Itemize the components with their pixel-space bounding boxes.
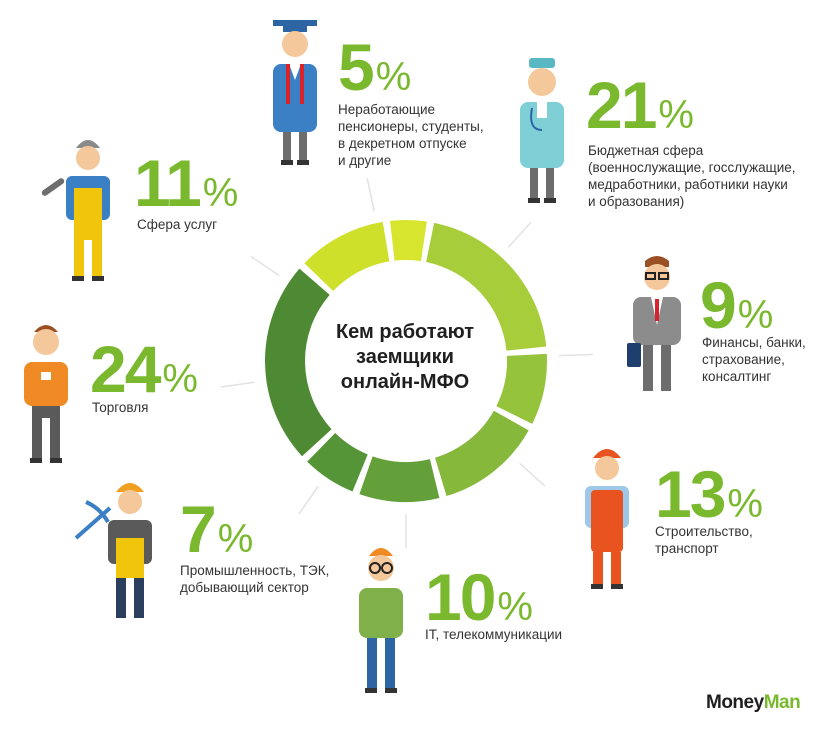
slice-label-2: Финансы, банки, страхование, консалтинг <box>702 335 806 384</box>
percent-sign: % <box>375 55 412 99</box>
slice-label-3: Строительство, транспорт <box>655 524 753 556</box>
donut-slice-8 <box>390 220 427 262</box>
donut-slice-4 <box>359 456 440 502</box>
miner-icon <box>74 483 152 618</box>
connector-line-5 <box>298 485 319 515</box>
donut-slice-7 <box>304 221 390 291</box>
donut-slice-2 <box>496 353 547 424</box>
slice-value-7: 11% <box>134 150 238 216</box>
percent-sign: % <box>658 93 694 137</box>
slice-value-number: 11 <box>134 146 202 220</box>
slice-value-number: 9 <box>700 268 737 342</box>
repairman-icon <box>41 140 110 281</box>
donut-slices <box>265 220 547 502</box>
percent-sign: % <box>497 585 533 629</box>
connector-line-6 <box>220 381 255 388</box>
slice-value-number: 13 <box>655 457 726 531</box>
slice-value-number: 24 <box>90 332 161 406</box>
slice-label-4: IT, телекоммуникации <box>425 627 563 642</box>
slice-value-number: 5 <box>338 30 375 104</box>
connector-line-1 <box>507 221 532 248</box>
graduate-icon <box>273 20 317 165</box>
donut-slice-6 <box>265 268 332 457</box>
doctor-icon <box>520 58 564 203</box>
chart-title: Кем работают заемщики онлайн-МФО <box>335 321 475 393</box>
slice-value-2: 9% <box>700 272 773 338</box>
percent-sign: % <box>727 482 763 526</box>
donut-slice-5 <box>307 433 368 492</box>
slice-label-7: Сфера услуг <box>137 217 218 232</box>
slice-label-6: Торговля <box>92 400 149 415</box>
slice-value-4: 10% <box>425 564 533 630</box>
percent-sign: % <box>202 171 239 215</box>
percent-sign: % <box>217 517 254 561</box>
connector-line-7 <box>250 255 280 277</box>
slice-value-8: 5% <box>338 34 411 100</box>
brand-part-1: Money <box>706 692 764 713</box>
slice-label-5: Промышленность, ТЭК, добывающий сектор <box>180 563 330 595</box>
it-worker-icon <box>359 548 403 693</box>
slice-label-1: Бюджетная сфера (военнослужащие, госслуж… <box>588 143 796 209</box>
slice-value-3: 13% <box>655 461 763 527</box>
slice-value-number: 7 <box>180 492 217 566</box>
connector-line-2 <box>558 353 593 357</box>
slice-label-8: Неработающие пенсионеры, студенты, в дек… <box>338 102 484 168</box>
slice-value-6: 24% <box>90 336 198 402</box>
percent-sign: % <box>737 293 774 337</box>
slice-value-number: 21 <box>586 68 657 142</box>
connector-line-8 <box>366 177 375 212</box>
slice-value-number: 10 <box>425 560 496 634</box>
businessman-icon <box>627 256 681 391</box>
construction-worker-icon <box>585 449 629 589</box>
slice-value-5: 7% <box>180 496 253 562</box>
donut-slice-1 <box>426 222 547 351</box>
brand-logo: MoneyMan <box>706 692 801 714</box>
connector-line-3 <box>519 462 546 487</box>
donut-slice-3 <box>435 410 529 497</box>
connector-lines <box>220 177 593 548</box>
slice-value-1: 21% <box>586 72 694 138</box>
percent-sign: % <box>162 357 198 401</box>
sales-clerk-icon <box>24 325 68 463</box>
brand-part-2: Man <box>763 692 801 713</box>
